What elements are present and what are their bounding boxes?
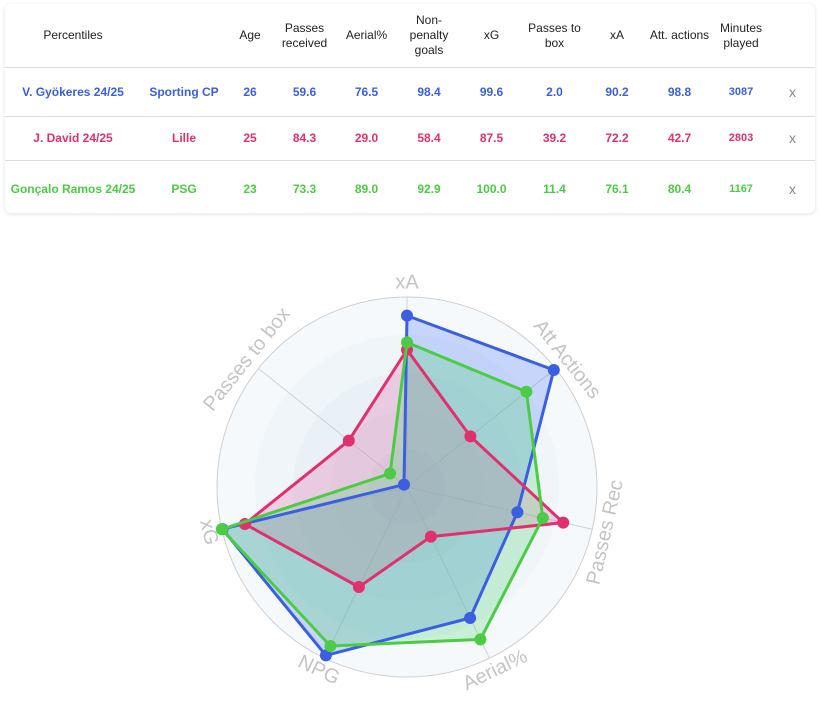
remove-player-button[interactable]: x [770,116,815,161]
header-np-goals: Non-penalty goals [409,13,449,57]
passes-received-cell: 84.3 [273,116,336,161]
team-name: Sporting CP [141,67,227,117]
xa-cell: 76.1 [587,160,647,218]
att-actions-cell: 80.4 [647,160,712,218]
np-goals-cell: 98.4 [397,67,461,117]
xa-cell: 72.2 [587,116,647,161]
radar-spoke [258,368,408,488]
minutes-cell: 3087 [712,67,770,117]
radar-data-point [319,649,332,662]
radar-data-point [547,364,560,376]
radar-axis-label: xA [395,271,419,293]
minutes-cell: 2803 [712,116,770,161]
radar-data-point [215,523,228,536]
passes-received-cell: 59.6 [273,67,336,117]
radar-data-point [536,512,549,524]
age-cell: 25 [227,116,273,161]
remove-player-button[interactable]: x [770,67,815,117]
header-team [141,4,227,68]
xg-cell: 99.6 [461,67,522,117]
att-actions-cell: 42.7 [647,116,712,161]
header-remove [770,4,815,68]
header-passes-received: Passes received [281,20,328,50]
att-actions-cell: 98.8 [647,67,712,117]
remove-player-button[interactable]: x [770,160,815,218]
passes-to-box-cell: 2.0 [522,67,587,117]
radar-data-point [511,506,524,519]
age-cell: 26 [227,67,273,117]
np-goals-cell: 58.4 [397,116,461,161]
header-aerial: Aerial% [345,28,388,42]
header-xa: xA [609,28,624,42]
player-name: V. Gyökeres 24/25 [5,67,141,117]
header-passes-to-box: Passes to box [528,20,581,50]
age-cell: 23 [227,160,273,218]
aerial-cell: 76.5 [336,67,397,117]
radar-data-point [557,516,570,529]
minutes-cell: 1167 [712,160,770,218]
radar-spoke [406,486,490,659]
radar-data-point [324,640,337,652]
radar-data-point [464,612,477,624]
xa-cell: 90.2 [587,67,647,117]
radar-series-area [221,342,543,646]
table-row: J. David 24/25 Lille 25 84.3 29.0 58.4 87.5 39.… [5,116,815,161]
radar-data-point [424,530,437,543]
radar-data-point [520,385,533,398]
xg-cell: 100.0 [461,160,522,218]
radar-data-point [342,434,355,447]
table-row: V. Gyökeres 24/25 Sporting CP 26 59.6 76.5 98… [5,67,815,117]
team-name: PSG [141,160,227,218]
header-minutes: Minutes played [719,20,763,50]
header-att-actions: Att. actions [649,28,710,42]
radar-data-point [401,336,413,349]
aerial-cell: 89.0 [336,160,397,218]
radar-series-line [220,340,545,648]
xg-cell: 87.5 [461,116,522,161]
comparison-table: Percentiles Age Passes received Aerial% … [5,4,815,218]
radar-data-point [352,581,365,593]
passes-to-box-cell: 11.4 [522,160,587,218]
passes-received-cell: 73.3 [273,160,336,218]
header-percentiles: Percentiles [43,28,103,42]
radar-series-area [222,315,554,656]
aerial-cell: 29.0 [336,116,397,161]
comparison-table-card: Percentiles Age Passes received Aerial% … [5,4,815,218]
radar-spoke [324,486,408,659]
radar-data-point [401,309,413,322]
radar-series-line [221,314,556,657]
player-name: J. David 24/25 [5,116,141,161]
header-age: Age [239,28,261,42]
header-xg: xG [483,28,500,42]
radar-axis-label: xG [195,517,222,547]
radar-data-point [464,430,477,443]
player-name: Gonçalo Ramos 24/25 [5,160,141,218]
radar-data-point [474,633,487,646]
table-header-row: Percentiles Age Passes received Aerial% … [5,4,815,68]
table-row: Gonçalo Ramos 24/25 PSG 23 73.3 89.0 92.9 100.… [5,160,815,218]
radar-data-point [398,478,410,491]
team-name: Lille [141,116,227,161]
radar-series-line [243,348,565,589]
passes-to-box-cell: 39.2 [522,116,587,161]
np-goals-cell: 92.9 [397,160,461,218]
radar-data-point [384,467,397,480]
